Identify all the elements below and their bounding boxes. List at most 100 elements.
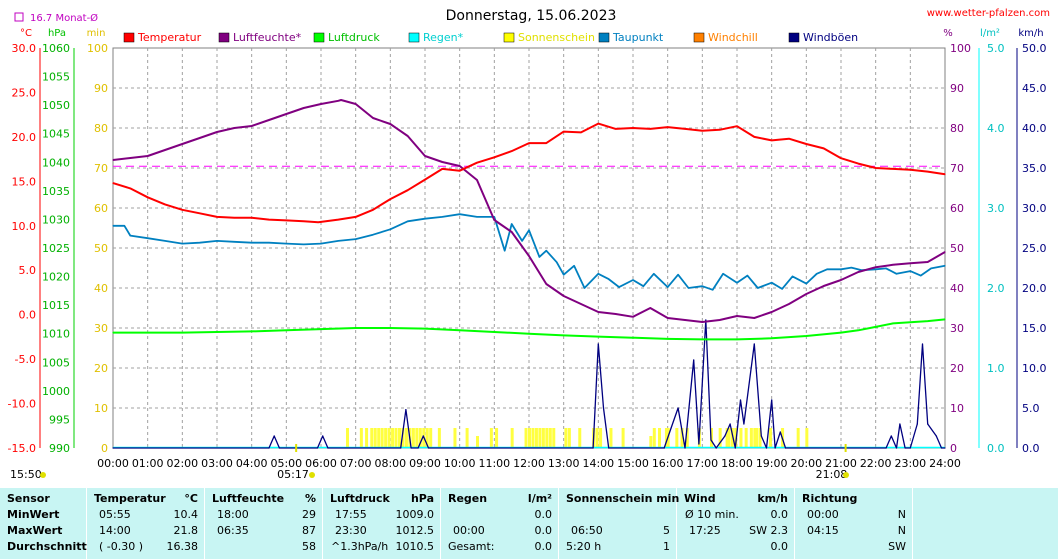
- sunshine-bar: [680, 428, 684, 448]
- dewpoint-series-point: [746, 275, 749, 277]
- sunshine-bar: [567, 428, 571, 448]
- legend-swatch: [123, 32, 135, 43]
- humidity-series-point: [823, 285, 825, 287]
- humidity-series-point: [493, 219, 495, 221]
- pressure-series-point: [112, 332, 114, 334]
- temperature-series-point: [753, 136, 755, 138]
- temperature-series-point: [580, 131, 582, 133]
- sunshine-bar: [425, 428, 429, 448]
- wind-gust-series-point: [597, 343, 599, 345]
- dewpoint-series-point: [355, 238, 357, 240]
- sunshine-bar: [541, 428, 545, 448]
- pressure-axis-unit: hPa: [48, 28, 66, 39]
- dewpoint-series-point: [538, 256, 541, 258]
- dewpoint-series-point: [521, 240, 523, 242]
- wind-gust-series-point: [935, 435, 937, 437]
- wind-gust-series-point: [693, 359, 695, 361]
- x-tick-label: 05:00: [270, 457, 302, 470]
- x-tick-label: 03:00: [201, 457, 233, 470]
- humidity-tick-label: 100: [950, 42, 971, 55]
- dewpoint-series-point: [504, 250, 506, 252]
- stats-value: 5: [663, 524, 670, 537]
- legend-label: Regen*: [423, 31, 464, 44]
- dewpoint-series-point: [632, 279, 634, 281]
- humidity-tick-label: 50: [950, 242, 964, 255]
- humidity-series-point: [736, 315, 738, 317]
- sunshine-tick-label: 0: [101, 442, 108, 455]
- legend-label: Windböen: [803, 31, 858, 44]
- stats-wind-title: Wind: [684, 492, 716, 505]
- wind-gust-series: [113, 319, 945, 449]
- sun-dot: [40, 472, 46, 478]
- stats-value: 5:20 h: [566, 540, 602, 553]
- x-tick-label: 08:00: [374, 457, 406, 470]
- temperature-series-point: [788, 138, 790, 140]
- pressure-series: [113, 318, 946, 341]
- humidity-series-point: [372, 117, 374, 119]
- humidity-series-point: [684, 319, 686, 321]
- pressure-series-point: [493, 331, 495, 333]
- stats-value: 17:55: [335, 508, 367, 521]
- x-tick-label: 18:00: [721, 457, 753, 470]
- wind-gust-series-point: [410, 447, 412, 449]
- legend-swatch: [408, 32, 420, 43]
- stats-temperature-column: Temperatur °C 05:55 10.4 14:00 21.8 ( -0…: [87, 488, 205, 559]
- temperature-series-point: [615, 128, 617, 130]
- x-tick-label: 21:00: [825, 457, 857, 470]
- temperature-series-point: [216, 216, 218, 218]
- stats-value: 00:00: [807, 508, 839, 521]
- website-link[interactable]: www.wetter-pfalzen.com: [927, 8, 1050, 19]
- legend-label: Windchill: [708, 31, 758, 44]
- dewpoint-series-point: [608, 278, 610, 280]
- wind-gust-series-point: [784, 447, 787, 449]
- stats-value: 0.0: [770, 540, 789, 553]
- sunshine-bar: [380, 428, 384, 448]
- humidity-tick-label: 10: [950, 402, 964, 415]
- pressure-series-point: [909, 321, 911, 323]
- sunshine-bar: [404, 428, 408, 448]
- dewpoint-series-point: [583, 287, 586, 289]
- stats-value: SW 2.3: [749, 524, 788, 537]
- stats-value: 10.4: [173, 508, 199, 521]
- statistics-table: Sensor MinWert MaxWert Durchschnitt Temp…: [0, 488, 1058, 559]
- wind-gust-series-point: [663, 447, 665, 449]
- wind-gust-series-point: [322, 435, 324, 437]
- humidity-series-point: [459, 165, 461, 167]
- stats-humidity-column: Luftfeuchte % 18:00 29 06:35 87 58: [205, 488, 323, 559]
- dewpoint-series-point: [303, 243, 305, 245]
- wind-tick-label: 30.0: [1022, 202, 1047, 215]
- humidity-series-point: [337, 100, 339, 102]
- humidity-series-point: [129, 157, 131, 159]
- stats-rain-column: Regen l/m² 0.0 00:00 0.0 Gesamt: 0.0: [441, 488, 559, 559]
- humidity-series-point: [875, 266, 877, 268]
- sunshine-bar: [437, 428, 441, 448]
- x-tick-label: 06:00: [305, 457, 337, 470]
- dewpoint-series-point: [781, 288, 783, 290]
- humidity-series-point: [181, 143, 183, 145]
- wind-tick-label: 35.0: [1022, 162, 1047, 175]
- pressure-series-point: [632, 337, 634, 339]
- sunset-time: 21:08: [816, 468, 848, 481]
- wind-gust-series-point: [724, 435, 726, 437]
- sunshine-bar: [658, 428, 661, 448]
- temperature-series-point: [441, 168, 443, 170]
- temperature-series-point: [233, 217, 235, 219]
- x-tick-label: 10:00: [444, 457, 476, 470]
- monthly-avg-marker: [14, 12, 24, 22]
- stats-value: 58: [302, 540, 316, 553]
- wind-gust-series-point: [400, 447, 402, 449]
- wind-gust-series-point: [417, 447, 419, 449]
- temperature-series-point: [667, 126, 669, 128]
- humidity-tick-label: 90: [950, 82, 964, 95]
- humidity-series-point: [771, 311, 773, 313]
- legend-label: Luftdruck: [328, 31, 380, 44]
- rain-tick-label: 4.0: [987, 122, 1005, 135]
- temperature-series-point: [857, 163, 859, 165]
- temperature-series-point: [199, 212, 201, 214]
- x-tick-label: 19:00: [756, 457, 788, 470]
- chart-axes: 30.0 25.0 20.0 15.0 10.0 5.0 0.0 -5.0 -10.0 -15.0…: [8, 42, 1047, 470]
- legend-swatch: [598, 32, 610, 43]
- sunshine-bar: [796, 428, 800, 448]
- sunshine-bar: [564, 428, 568, 448]
- temperature-series-point: [528, 142, 530, 144]
